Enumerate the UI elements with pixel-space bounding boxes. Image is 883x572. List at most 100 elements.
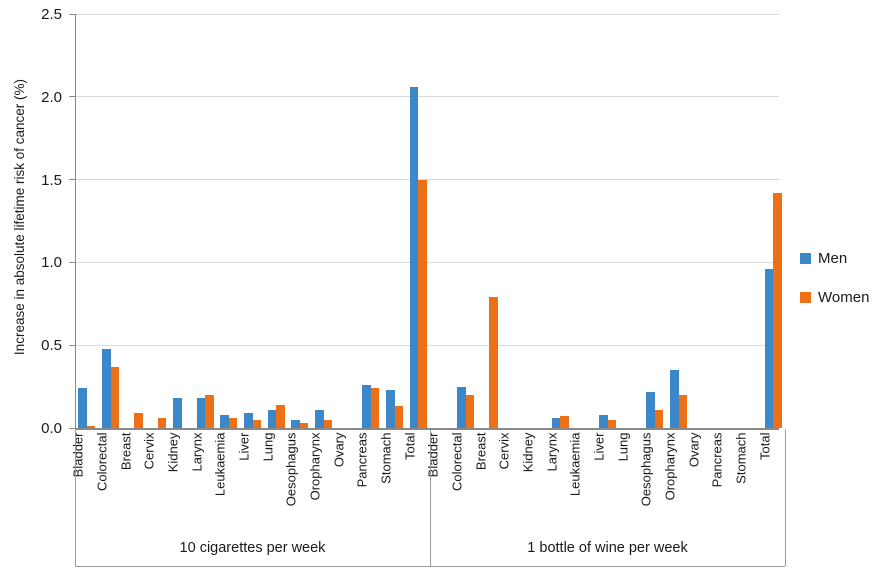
- bar-men-lung: [267, 409, 277, 428]
- gridline: [75, 179, 779, 181]
- legend-item-women: Women: [800, 289, 869, 306]
- legend-label: Men: [818, 250, 848, 267]
- category-label: Breast: [473, 432, 489, 470]
- group-separator: [75, 429, 76, 566]
- y-tick-label: 1.0: [41, 254, 62, 272]
- bar-men-oropharynx: [670, 370, 679, 428]
- bar-women-lung: [276, 404, 285, 428]
- legend-label: Women: [818, 289, 870, 306]
- bar-women-colorectal: [465, 394, 474, 428]
- group-label: 1 bottle of wine per week: [527, 540, 688, 556]
- legend-swatch-icon: [800, 253, 811, 264]
- bar-men-stomach: [386, 389, 395, 428]
- bar-women-larynx: [560, 416, 569, 428]
- y-tick-label: 2.0: [41, 88, 62, 106]
- category-label: Liver: [236, 432, 252, 461]
- bar-women-breast: [489, 297, 498, 428]
- bar-men-total: [764, 269, 774, 428]
- category-label: Colorectal: [94, 432, 110, 491]
- bar-women-colorectal: [110, 366, 119, 428]
- category-label: Oesophagus: [283, 432, 299, 506]
- y-axis-tick: [69, 13, 75, 15]
- category-label: Leukaemia: [567, 432, 583, 496]
- bar-men-larynx: [196, 398, 206, 428]
- category-label: Ovary: [686, 432, 702, 467]
- bar-women-oropharynx: [323, 419, 332, 428]
- category-label: Oropharynx: [662, 432, 678, 500]
- bar-men-bladder: [78, 388, 87, 428]
- group-separator: [785, 429, 786, 566]
- category-label: Colorectal: [449, 432, 465, 491]
- category-label: Stomach: [733, 432, 749, 484]
- bar-women-total: [418, 179, 427, 428]
- bar-women-oropharynx: [678, 394, 687, 428]
- legend-item-men: Men: [800, 250, 869, 267]
- y-tick-label: 1.5: [41, 171, 62, 189]
- bar-women-oesophagus: [299, 423, 309, 428]
- bar-women-liver: [607, 419, 616, 428]
- bar-men-total: [409, 86, 419, 428]
- y-axis-tick: [69, 427, 75, 429]
- category-label: Cervix: [496, 432, 512, 469]
- bar-men-leukaemia: [220, 414, 229, 428]
- group-separator: [430, 429, 431, 566]
- x-axis-line: [75, 427, 779, 430]
- gridline: [75, 13, 779, 15]
- category-label: Cervix: [141, 432, 157, 469]
- bar-men-colorectal: [102, 348, 111, 428]
- category-label: Pancreas: [354, 432, 370, 487]
- category-label: Larynx: [544, 432, 560, 472]
- category-label: Total: [757, 432, 773, 460]
- category-label: Stomach: [378, 432, 394, 484]
- bar-women-liver: [252, 419, 261, 428]
- category-label: Lung: [260, 432, 276, 461]
- group-label: 10 cigarettes per week: [179, 540, 326, 556]
- y-axis-tick: [69, 261, 75, 263]
- category-label: Ovary: [331, 432, 347, 467]
- category-label: Breast: [118, 432, 134, 470]
- category-label: Larynx: [189, 432, 205, 472]
- gridline: [75, 344, 779, 346]
- category-label: Kidney: [520, 432, 536, 472]
- y-axis-tick: [69, 179, 75, 181]
- y-axis-tick: [69, 344, 75, 346]
- label-area-bottom-border: [75, 566, 785, 567]
- category-label: Liver: [591, 432, 607, 461]
- bar-women-total: [773, 192, 782, 428]
- category-label: Bladder: [70, 432, 86, 477]
- y-axis-line: [75, 14, 76, 430]
- bar-men-pancreas: [362, 384, 371, 428]
- category-label: Kidney: [165, 432, 181, 472]
- y-tick-label: 0.5: [41, 337, 62, 355]
- bar-women-bladder: [86, 426, 96, 428]
- y-axis-title: Increase in absolute lifetime risk of ca…: [12, 78, 27, 356]
- y-axis-tick: [69, 96, 75, 98]
- bar-women-cervix: [157, 418, 167, 428]
- category-label: Pancreas: [709, 432, 725, 487]
- bar-men-oropharynx: [315, 409, 324, 428]
- category-label: Oropharynx: [307, 432, 323, 500]
- legend-swatch-icon: [800, 292, 811, 303]
- bar-women-leukaemia: [228, 418, 238, 428]
- bar-women-pancreas: [370, 388, 380, 428]
- gridline: [75, 96, 779, 98]
- bar-men-oesophagus: [646, 391, 655, 428]
- bar-men-liver: [599, 414, 608, 428]
- category-label: Leukaemia: [212, 432, 228, 496]
- bar-women-larynx: [205, 394, 214, 428]
- bar-men-larynx: [551, 418, 561, 428]
- category-label: Lung: [615, 432, 631, 461]
- bar-women-breast: [134, 413, 143, 428]
- bar-women-stomach: [394, 406, 403, 428]
- category-label: Total: [402, 432, 418, 460]
- bar-men-liver: [244, 413, 253, 428]
- bar-men-colorectal: [457, 386, 466, 428]
- gridline: [75, 261, 779, 263]
- legend: Men Women: [800, 250, 869, 328]
- bar-men-oesophagus: [291, 419, 300, 428]
- bar-women-oesophagus: [654, 409, 664, 428]
- y-tick-label: 0.0: [41, 420, 62, 437]
- category-label: Oesophagus: [638, 432, 654, 506]
- bar-men-kidney: [173, 398, 182, 428]
